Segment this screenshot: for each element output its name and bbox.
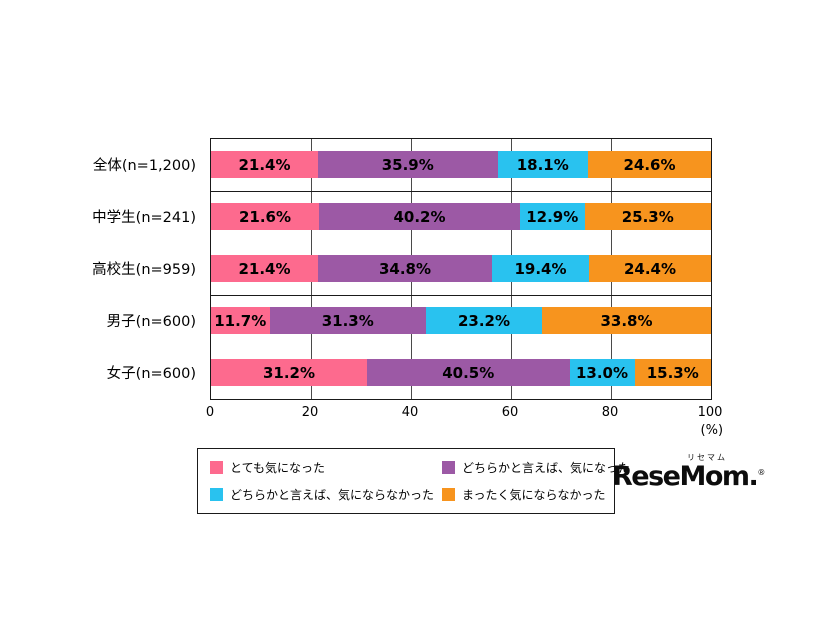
bar-segment: 23.2% (426, 307, 542, 334)
bar-value-label: 40.5% (442, 363, 495, 382)
logo-wordmark: ReseMom.® (612, 461, 765, 492)
x-axis: (%) 0 20 40 60 80 100 (206, 399, 723, 443)
bar-value-label: 33.8% (600, 311, 653, 330)
bar-row: 21.6% 40.2% 12.9% 25.3% (211, 191, 711, 243)
bar-segment: 24.6% (588, 151, 711, 178)
bar-value-label: 21.4% (238, 259, 291, 278)
stacked-bar: 31.2% 40.5% 13.0% 15.3% (211, 359, 711, 386)
category-label: 男子(n=600) (106, 313, 196, 330)
bar-segment: 40.5% (367, 359, 570, 386)
bar-segment: 31.2% (211, 359, 367, 386)
bar-value-label: 21.4% (238, 155, 291, 174)
category-label: 中学生(n=241) (92, 209, 196, 226)
legend-label: どちらかと言えば、気になった (462, 461, 631, 475)
bar-value-label: 35.9% (381, 155, 434, 174)
bar-segment: 35.9% (318, 151, 498, 178)
legend-swatch (442, 461, 455, 474)
bar-segment: 34.8% (318, 255, 492, 282)
category-label: 全体(n=1,200) (92, 157, 196, 174)
logo-kana-text: リセマム (687, 453, 727, 462)
group-separator-line (211, 295, 711, 296)
bar-segment: 33.8% (542, 307, 711, 334)
legend-label: どちらかと言えば、気にならなかった (230, 488, 435, 502)
bar-value-label: 31.2% (262, 363, 316, 382)
bar-value-label: 21.6% (238, 207, 292, 226)
x-tick-label: 60 (501, 405, 519, 420)
bar-segment: 24.4% (589, 255, 711, 282)
bar-segment: 19.4% (492, 255, 589, 282)
bar-rows-container: 21.4% 35.9% 18.1% 24.6% 21.6% 40.2% 12.9% 25.3%… (211, 139, 711, 399)
bar-value-label: 12.9% (526, 207, 579, 226)
bar-value-label: 11.7% (214, 311, 267, 330)
bar-value-label: 34.8% (378, 259, 432, 278)
bar-value-label: 15.3% (646, 363, 699, 382)
bar-segment: 11.7% (211, 307, 270, 334)
legend: とても気になった どちらかと言えば、気になったどちらかと言えば、気にならなかった ま… (197, 448, 630, 514)
registered-mark: ® (757, 468, 765, 477)
bar-segment: 12.9% (520, 203, 585, 230)
bar-value-label: 19.4% (514, 259, 567, 278)
bar-value-label: 13.0% (575, 363, 629, 382)
plot-area: 21.4% 35.9% 18.1% 24.6% 21.6% 40.2% 12.9% 25.3%… (210, 138, 712, 400)
bar-segment: 13.0% (569, 359, 635, 386)
legend-swatch (442, 488, 455, 501)
bar-segment: 31.3% (269, 307, 426, 334)
legend-label: とても気になった (230, 461, 326, 475)
bar-segment: 40.2% (319, 203, 520, 230)
bar-value-label: 18.1% (516, 155, 569, 174)
legend-swatch (210, 461, 223, 474)
bar-segment: 21.4% (211, 151, 318, 178)
legend-item: とても気になった (210, 459, 438, 476)
bar-value-label: 24.6% (623, 155, 676, 174)
group-separator-line (211, 191, 711, 192)
bar-value-label: 40.2% (393, 207, 446, 226)
bar-row: 21.4% 34.8% 19.4% 24.4% (211, 243, 711, 295)
bar-segment: 21.6% (211, 203, 319, 230)
legend-item: どちらかと言えば、気になった (442, 459, 630, 476)
stacked-bar: 21.4% 34.8% 19.4% 24.4% (211, 255, 711, 282)
legend-item: どちらかと言えば、気にならなかった (210, 486, 438, 503)
legend-label: まったく気にならなかった (462, 488, 606, 502)
category-labels-column: 全体(n=1,200) 中学生(n=241) 高校生(n=959) 男子(n=600)… (0, 138, 202, 398)
bar-segment: 18.1% (497, 151, 588, 178)
x-tick-label: 100 (697, 405, 723, 420)
legend-item: まったく気にならなかった (442, 486, 630, 503)
bar-value-label: 24.4% (623, 259, 677, 278)
bar-value-label: 23.2% (457, 311, 511, 330)
bar-segment: 15.3% (634, 359, 711, 386)
bar-row: 21.4% 35.9% 18.1% 24.6% (211, 139, 711, 191)
bar-row: 31.2% 40.5% 13.0% 15.3% (211, 347, 711, 399)
x-tick-label: 0 (205, 405, 215, 420)
bar-row: 11.7% 31.3% 23.2% 33.8% (211, 295, 711, 347)
category-label: 女子(n=600) (106, 365, 196, 382)
x-axis-unit-label: (%) (700, 423, 724, 438)
bar-segment: 25.3% (584, 203, 711, 230)
stacked-bar: 11.7% 31.3% 23.2% 33.8% (211, 307, 711, 334)
bar-value-label: 25.3% (621, 207, 674, 226)
x-tick-label: 40 (401, 405, 419, 420)
resemom-logo: リセマム ReseMom.® (612, 452, 765, 492)
stacked-bar: 21.4% 35.9% 18.1% 24.6% (211, 151, 711, 178)
bar-segment: 21.4% (211, 255, 318, 282)
stacked-bar: 21.6% 40.2% 12.9% 25.3% (211, 203, 711, 230)
legend-swatch (210, 488, 223, 501)
bar-value-label: 31.3% (321, 311, 374, 330)
x-tick-label: 20 (301, 405, 319, 420)
category-label: 高校生(n=959) (92, 261, 196, 278)
x-tick-label: 80 (601, 405, 619, 420)
